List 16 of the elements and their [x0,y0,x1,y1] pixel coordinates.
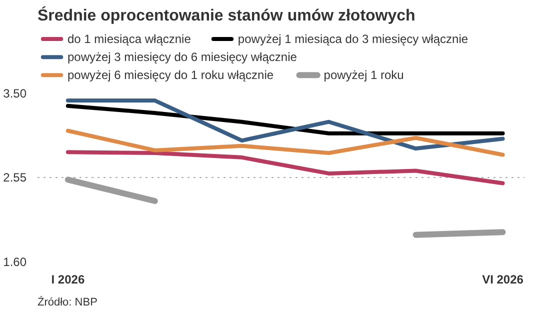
line-series [66,98,505,151]
legend-label: powyżej 1 miesiąca do 3 miesięcy włącznie [238,32,468,46]
chart-title: Średnie oprocentowanie stanów umów złotowych [38,6,416,24]
legend-label: powyżej 6 miesięcy do 1 roku włącznie [67,68,274,82]
line-series [66,128,505,157]
x-tick-label: VI 2026 [482,272,524,286]
y-tick-label: 3.50 [3,86,27,100]
x-tick-label: I 2026 [51,272,85,286]
line-series [66,150,505,186]
legend-label: powyżej 1 roku [324,68,404,82]
legend-label: do 1 miesiąca włącznie [67,32,192,46]
y-tick-label: 1.60 [3,255,27,269]
legend-label: powyżej 3 miesięcy do 6 miesięcy włącznie [67,50,298,64]
text: Źródło: NBP [38,296,98,308]
line-series [66,104,505,136]
y-tick-label: 2.55 [3,170,27,184]
